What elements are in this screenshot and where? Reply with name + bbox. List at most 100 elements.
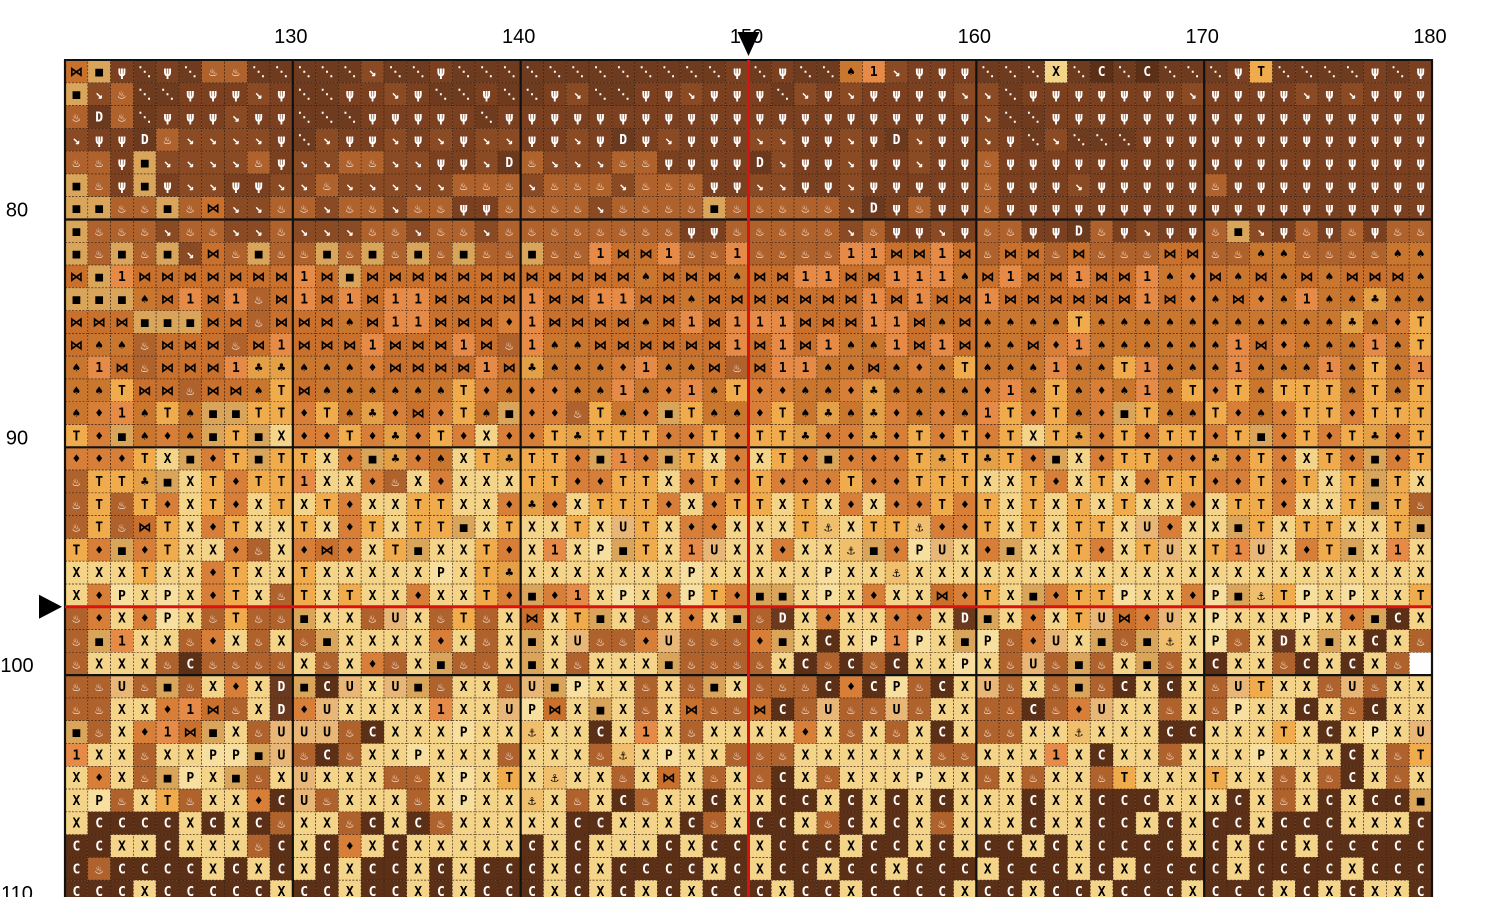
cell-symbol: ψ xyxy=(1280,110,1288,125)
cell-symbol: X xyxy=(596,771,604,786)
cell-symbol: ♦ xyxy=(893,498,901,513)
cell-symbol: X xyxy=(1075,840,1083,855)
cell-symbol: ⋈ xyxy=(161,293,174,308)
cell-symbol: T xyxy=(1371,407,1379,422)
cell-symbol: X xyxy=(824,748,832,763)
cell-symbol: ⋱ xyxy=(298,133,311,148)
cell-symbol: 1 xyxy=(619,384,627,399)
cell-symbol: ⋱ xyxy=(321,65,334,80)
cell-symbol: ⋈ xyxy=(1072,293,1085,308)
cell-symbol: ♦ xyxy=(232,680,240,695)
cell-symbol: ♠ xyxy=(1326,270,1334,285)
cell-symbol: ■ xyxy=(232,407,240,422)
cell-symbol: X xyxy=(596,680,604,695)
cell-symbol: ⋱ xyxy=(434,88,447,103)
cell-symbol: ♠ xyxy=(1007,316,1015,331)
cell-symbol: C xyxy=(1121,680,1129,695)
cell-symbol: ↘ xyxy=(1075,179,1083,194)
cell-symbol: ♦ xyxy=(824,429,832,444)
cell-symbol: ↘ xyxy=(779,156,787,171)
cell-symbol: ♦ xyxy=(733,429,741,444)
cell-symbol: ♦ xyxy=(1348,452,1356,467)
cell-symbol: X xyxy=(1212,748,1220,763)
cell-symbol: ψ xyxy=(1394,133,1402,148)
cell-symbol: C xyxy=(870,680,878,695)
cell-symbol: X xyxy=(1234,566,1242,581)
cell-symbol: D xyxy=(870,202,878,217)
cell-symbol: C xyxy=(1257,862,1265,877)
cell-symbol: X xyxy=(460,566,468,581)
cell-symbol: ψ xyxy=(1143,202,1151,217)
cell-symbol: X xyxy=(1303,498,1311,513)
cell-symbol: X xyxy=(733,566,741,581)
cell-symbol: ■ xyxy=(1234,589,1242,604)
cell-symbol: ♨ xyxy=(72,634,80,649)
cell-symbol: C xyxy=(483,862,491,877)
cell-symbol: ♦ xyxy=(505,316,513,331)
cell-symbol: ♦ xyxy=(1052,475,1060,490)
cell-symbol: ψ xyxy=(1394,202,1402,217)
cell-symbol: ♨ xyxy=(802,202,810,217)
cell-symbol: ♨ xyxy=(528,156,536,171)
cell-symbol: ♠ xyxy=(802,407,810,422)
cell-symbol: ↘ xyxy=(209,179,217,194)
cell-symbol: X xyxy=(961,794,969,809)
cell-symbol: X xyxy=(802,771,810,786)
cell-symbol: ♠ xyxy=(710,407,718,422)
cell-symbol: 1 xyxy=(938,247,946,262)
cell-symbol: X xyxy=(528,543,536,558)
cell-symbol: ■ xyxy=(72,293,80,308)
cell-symbol: ψ xyxy=(186,110,194,125)
cell-symbol: ♨ xyxy=(141,361,149,376)
cell-symbol: ♦ xyxy=(164,429,172,444)
cell-symbol: T xyxy=(300,452,308,467)
cell-symbol: ♠ xyxy=(1075,361,1083,376)
cell-symbol: T xyxy=(779,429,787,444)
cell-symbol: ■ xyxy=(824,452,832,467)
cell-symbol: ♣ xyxy=(870,407,878,422)
cell-symbol: T xyxy=(1143,407,1151,422)
cell-symbol: ■ xyxy=(551,680,559,695)
cell-symbol: T xyxy=(619,498,627,513)
cell-symbol: X xyxy=(574,703,582,718)
cell-symbol: X xyxy=(1052,498,1060,513)
cell-symbol: ♨ xyxy=(984,247,992,262)
cell-symbol: P xyxy=(915,634,923,649)
cell-symbol: ψ xyxy=(437,110,445,125)
cell-symbol: C xyxy=(1303,657,1311,672)
cell-symbol: P xyxy=(164,589,172,604)
cell-symbol: ⋈ xyxy=(639,293,652,308)
cell-symbol: ↘ xyxy=(688,88,696,103)
cell-symbol: U xyxy=(278,748,286,763)
cell-symbol: ♨ xyxy=(961,748,969,763)
cell-symbol: T xyxy=(1143,452,1151,467)
cell-symbol: ♠ xyxy=(300,361,308,376)
cell-symbol: ⋈ xyxy=(548,703,561,718)
cell-symbol: C xyxy=(574,840,582,855)
cell-symbol: X xyxy=(1326,566,1334,581)
cell-symbol: ♨ xyxy=(164,133,172,148)
cell-symbol: ■ xyxy=(141,316,149,331)
cell-symbol: 1 xyxy=(984,407,992,422)
cell-symbol: X xyxy=(483,498,491,513)
cell-symbol: ♦ xyxy=(984,384,992,399)
cell-symbol: X xyxy=(1189,543,1197,558)
cell-symbol: ⋈ xyxy=(617,270,630,285)
cell-symbol: ↘ xyxy=(551,156,559,171)
cell-symbol: ♨ xyxy=(824,224,832,239)
cell-symbol: ♨ xyxy=(1166,657,1174,672)
cell-symbol: ♨ xyxy=(984,179,992,194)
cell-symbol: ♨ xyxy=(665,202,673,217)
cell-symbol: ♠ xyxy=(551,338,559,353)
cell-symbol: ⋈ xyxy=(594,316,607,331)
cell-symbol: T xyxy=(1417,452,1425,467)
cell-symbol: ⋈ xyxy=(480,316,493,331)
cell-symbol: C xyxy=(1166,817,1174,832)
cell-symbol: X xyxy=(1121,566,1129,581)
cell-symbol: ♠ xyxy=(1121,384,1129,399)
cell-symbol: 1 xyxy=(118,270,126,285)
cell-symbol: ⋈ xyxy=(184,726,197,741)
cell-symbol: ♣ xyxy=(505,566,513,581)
cell-symbol: ■ xyxy=(209,726,217,741)
cell-symbol: ■ xyxy=(596,703,604,718)
